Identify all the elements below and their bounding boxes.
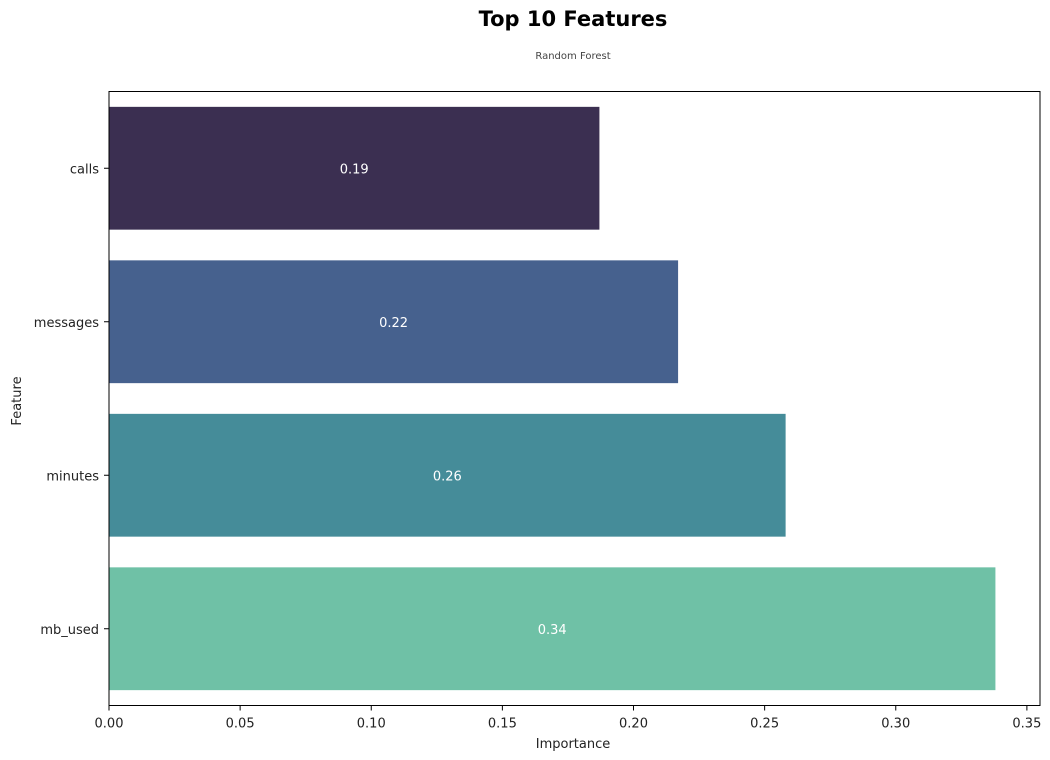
bar-value-label: 0.19 (340, 162, 369, 177)
bar-mb_used (109, 567, 996, 691)
x-tick-label: 0.10 (357, 717, 386, 732)
y-tick-label: mb_used (40, 623, 99, 638)
x-tick-label: 0.25 (750, 717, 779, 732)
bar-value-label: 0.22 (379, 316, 408, 331)
y-tick-label: messages (34, 316, 99, 331)
y-axis-ticks: calls messages minutes mb_used (34, 162, 109, 638)
bar-messages (109, 260, 679, 384)
bar-value-label: 0.34 (538, 623, 567, 638)
x-tick-label: 0.00 (95, 717, 124, 732)
x-axis-label: Importance (536, 737, 611, 752)
bar-label-group: 0.19 0.22 0.26 0.34 (340, 162, 567, 638)
bar-value-label: 0.26 (433, 469, 462, 484)
x-tick-label: 0.05 (226, 717, 255, 732)
bar-group (109, 106, 996, 691)
x-tick-label: 0.35 (1012, 717, 1041, 732)
y-tick-label: minutes (46, 469, 99, 484)
chart-subtitle: Random Forest (535, 51, 610, 62)
chart-title: Top 10 Features (479, 7, 668, 31)
x-axis-ticks: 0.00 0.05 0.10 0.15 0.20 0.25 0.30 0.35 (95, 705, 1041, 732)
x-tick-label: 0.20 (619, 717, 648, 732)
x-tick-label: 0.30 (881, 717, 910, 732)
bar-minutes (109, 413, 786, 537)
y-axis-label: Feature (10, 376, 25, 425)
x-tick-label: 0.15 (488, 717, 517, 732)
bar-calls (109, 106, 600, 230)
y-tick-label: calls (70, 162, 99, 177)
plot-frame (108, 91, 1041, 706)
